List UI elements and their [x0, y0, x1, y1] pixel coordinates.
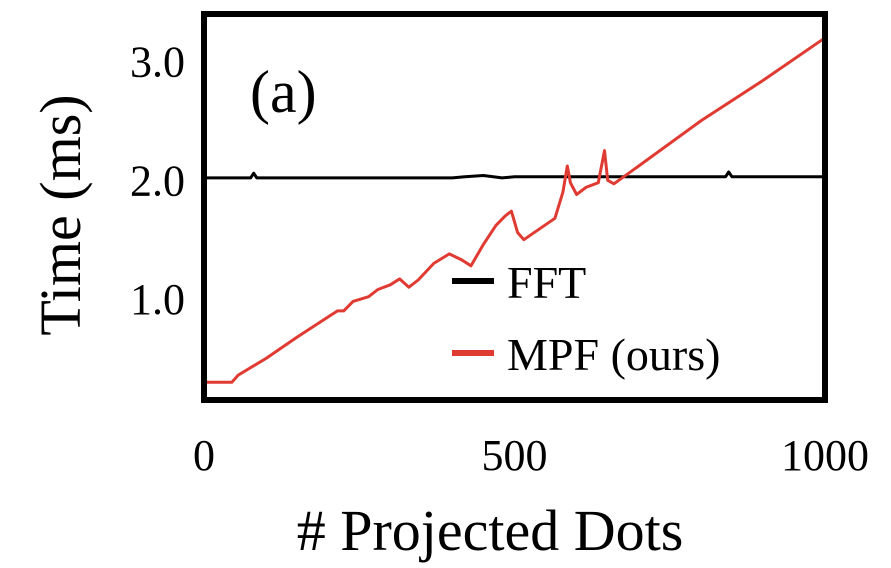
x-tick-label: 1000 [781, 431, 869, 480]
legend-label-mpf: MPF (ours) [507, 329, 720, 380]
y-tick-label: 2.0 [130, 156, 185, 205]
x-tick-label: 500 [482, 431, 548, 480]
plot-frame [201, 11, 828, 403]
panel-label: (a) [250, 59, 317, 125]
series-line-mpf [204, 36, 826, 384]
legend-label-fft: FFT [507, 257, 586, 308]
y-axis-title: Time (ms) [28, 94, 93, 335]
legend: FFT MPF (ours) [452, 257, 720, 380]
series-line-fft [204, 170, 825, 180]
y-axis-ticks: 1.0 2.0 3.0 [130, 38, 185, 325]
y-tick-label: 1.0 [130, 275, 185, 324]
x-axis-title: # Projected Dots [297, 498, 684, 563]
y-tick-label: 3.0 [130, 38, 185, 87]
x-tick-label: 0 [193, 431, 215, 480]
series-layer [204, 36, 826, 384]
x-axis-ticks: 0 500 1000 [193, 431, 869, 480]
